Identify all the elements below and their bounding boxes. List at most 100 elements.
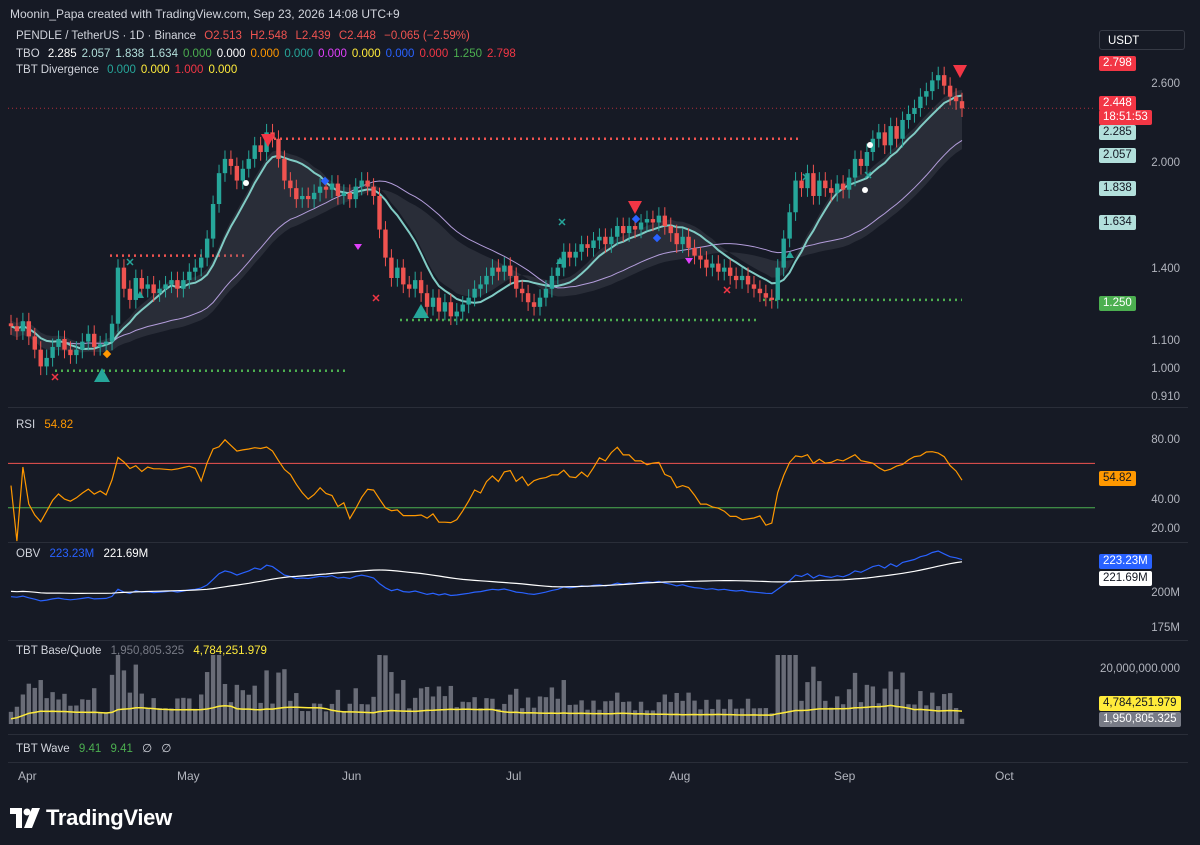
pane-separator[interactable] xyxy=(8,407,1188,408)
candle-body xyxy=(383,229,388,258)
open-value: O2.513 xyxy=(204,30,242,42)
candle-body xyxy=(258,145,263,153)
base-quote-bar xyxy=(240,690,246,724)
currency-button[interactable]: USDT xyxy=(1099,30,1185,50)
base-quote-bar xyxy=(62,693,67,724)
candle-body xyxy=(615,226,620,237)
base-quote-bar xyxy=(216,655,222,724)
tbo-value-1: 2.057 xyxy=(81,48,111,60)
candle-body xyxy=(953,96,959,102)
tbo-value-0: 2.285 xyxy=(47,48,77,60)
base-quote-bar xyxy=(460,701,465,724)
candle-body xyxy=(484,275,489,285)
rsi-legend[interactable]: RSI 54.82 xyxy=(16,419,79,431)
base-quote-bar xyxy=(8,711,14,724)
base-quote-bar xyxy=(609,700,614,724)
symbol-legend[interactable]: PENDLE / TetherUS · 1D · Binance O2.513 … xyxy=(16,30,475,42)
candle-body xyxy=(936,75,941,81)
base-quote-bar xyxy=(341,711,347,724)
base-quote-bar xyxy=(252,685,257,724)
candle-body xyxy=(32,336,37,350)
candle-body xyxy=(811,173,816,196)
base-quote-bar xyxy=(555,698,561,724)
base-quote-bar xyxy=(109,674,115,724)
tradingview-logo[interactable]: TradingView xyxy=(10,805,172,831)
candle-body xyxy=(603,236,608,245)
candle-body xyxy=(555,267,561,276)
base-quote-bar xyxy=(662,694,668,724)
base-quote-bar xyxy=(840,704,846,724)
base-quote-bar xyxy=(959,718,965,724)
pane-separator[interactable] xyxy=(8,734,1188,735)
wave-legend[interactable]: TBT Wave 9.41 9.41 ∅ ∅ xyxy=(16,741,177,755)
base-quote-bar xyxy=(222,683,228,724)
base-quote-bar xyxy=(823,700,828,724)
candle-body xyxy=(294,188,299,200)
tbo-legend[interactable]: TBO 2.285 2.057 1.838 1.634 0.000 0.000 0.000 0… xyxy=(16,48,526,60)
base-quote-bar xyxy=(561,680,566,724)
base-quote-bar xyxy=(745,698,751,724)
tbo-value-5: 0.000 xyxy=(216,48,246,60)
divergence-legend[interactable]: TBT Divergence 0.000 0.000 1.000 0.000 xyxy=(16,64,247,76)
candle-body xyxy=(674,233,679,245)
obv-axis-label: 175M xyxy=(1151,622,1180,634)
base-quote-bar xyxy=(478,708,483,724)
candle-body xyxy=(8,323,14,327)
candle-body xyxy=(14,326,20,332)
obv-value: 223.23M xyxy=(49,548,95,560)
x-axis-label: Jul xyxy=(506,769,522,783)
candle-body xyxy=(436,297,442,312)
candle-body xyxy=(92,333,97,347)
candle-body xyxy=(763,293,769,298)
candle-body xyxy=(341,192,347,196)
base-quote-bar xyxy=(888,671,893,724)
candle-body xyxy=(389,257,394,278)
candle-body xyxy=(650,219,656,223)
base-quote-bar xyxy=(549,687,555,724)
base-quote-bar xyxy=(38,680,43,724)
candle-body xyxy=(609,236,614,245)
chart-header: Moonin_Papa created with TradingView.com… xyxy=(10,7,400,21)
candle-body xyxy=(733,275,739,281)
candle-body xyxy=(722,267,727,272)
candle-body xyxy=(787,212,792,239)
base-quote-bar xyxy=(490,698,495,724)
base-quote-bar xyxy=(668,701,673,724)
candle-body xyxy=(918,96,923,109)
tbo-value-12: 1.250 xyxy=(453,48,482,60)
candle-body xyxy=(686,236,691,248)
base-quote-ma-line xyxy=(10,704,963,720)
candle-body xyxy=(401,267,406,285)
sell-signal-triangle xyxy=(261,134,275,147)
base-quote-bar xyxy=(424,686,430,724)
candle-body xyxy=(347,192,352,200)
base-quote-legend[interactable]: TBT Base/Quote 1,950,805.325 4,784,251.9… xyxy=(16,645,273,657)
wave-value-3: ∅ xyxy=(142,743,153,755)
tbo-value-4: 0.000 xyxy=(182,48,212,60)
candle-body xyxy=(395,267,400,278)
candle-body xyxy=(317,186,323,193)
x-axis-label: May xyxy=(177,769,200,783)
diamond-marker xyxy=(631,214,641,224)
candle-body xyxy=(597,236,602,241)
base-quote-bar xyxy=(496,708,501,724)
cross-marker xyxy=(372,294,380,302)
obv-legend[interactable]: OBV 223.23M 221.69M xyxy=(16,548,154,560)
price-tag: 1.250 xyxy=(1099,296,1136,311)
change-value: −0.065 (−2.59%) xyxy=(384,30,470,42)
pane-separator[interactable] xyxy=(8,640,1188,641)
base-quote-bar xyxy=(811,666,816,724)
candle-body xyxy=(817,180,822,196)
price-tag: 1.838 xyxy=(1099,181,1136,196)
base-quote-bar xyxy=(228,702,234,724)
base-quote-bar xyxy=(335,689,341,724)
base-quote-bar xyxy=(401,680,406,724)
base-quote-bar xyxy=(573,704,578,724)
base-quote-bar xyxy=(525,697,531,724)
rsi-axis-label: 40.00 xyxy=(1151,494,1180,506)
obv-tag: 221.69M xyxy=(1099,571,1152,586)
candle-body xyxy=(621,226,626,234)
base-quote-bar xyxy=(650,710,656,724)
pane-separator[interactable] xyxy=(8,542,1188,543)
